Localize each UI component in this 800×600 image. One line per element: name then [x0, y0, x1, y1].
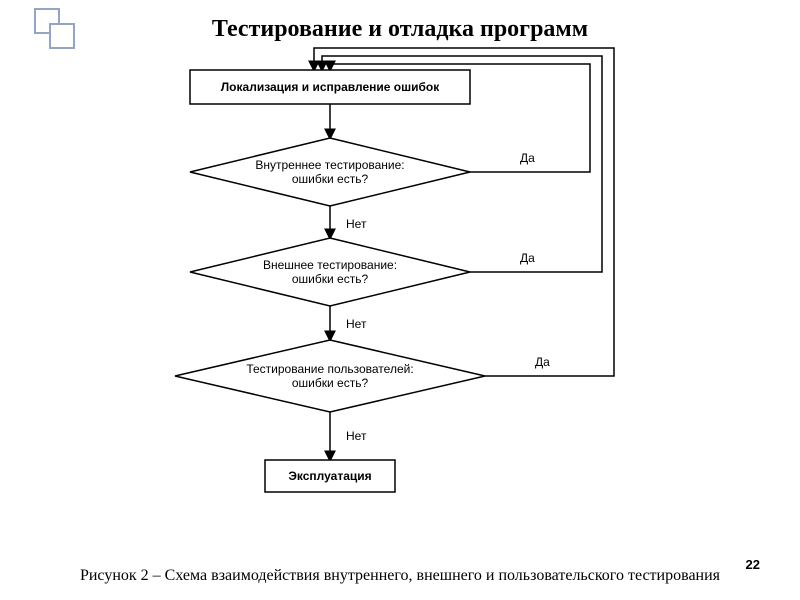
flowchart-svg: [70, 60, 730, 520]
page-title: Тестирование и отладка программ: [0, 16, 800, 43]
page-number: 22: [746, 557, 760, 572]
figure-caption: Рисунок 2 – Схема взаимодействия внутрен…: [0, 566, 800, 586]
flowchart-container: Локализация и исправление ошибокВнутренн…: [70, 60, 730, 520]
